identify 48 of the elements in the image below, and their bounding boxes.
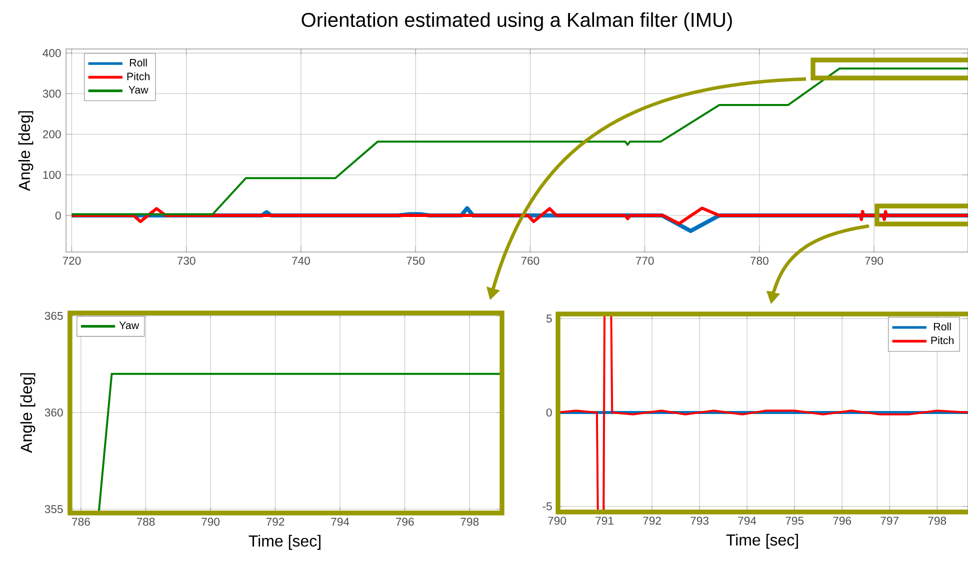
x-tick-label: 797 [880,516,898,525]
y-tick-label: 300 [42,90,61,98]
x-tick-label: 720 [62,256,81,265]
legend-label: Pitch [931,336,954,344]
x-tick-label: 790 [202,518,220,526]
x-tick-label: 740 [292,256,310,265]
x-tick-label: 760 [521,256,540,265]
x-tick-label: 792 [266,518,284,526]
y-tick-label: 0 [55,211,61,220]
legend-label: Pitch [127,72,150,80]
x-axis-title: Time [sec] [248,534,320,550]
x-tick-label: 793 [690,516,709,525]
y-axis-title: Angle [deg] [18,111,34,191]
y-tick-label: 0 [546,408,552,417]
line-series [70,67,968,216]
x-tick-label: 794 [331,518,350,526]
y-tick-label: 5 [546,314,552,323]
y-tick-label: 100 [43,170,61,179]
x-tick-label: 798 [460,518,479,526]
y-tick-label: 360 [44,408,63,417]
chart-title: Orientation estimated using a Kalman filter (IMU) [302,12,732,31]
legend-label: Roll [130,58,147,66]
y-tick-label: -5 [542,502,552,510]
x-tick-label: 795 [786,516,804,525]
x-tick-label: 730 [177,256,196,265]
x-tick-label: 796 [396,518,414,526]
x-tick-label: 796 [833,516,852,525]
legend-label: Yaw [128,86,148,94]
x-tick-label: 770 [636,256,654,265]
x-tick-label: 794 [738,516,756,525]
x-tick-label: 798 [928,516,946,525]
legend-label: Yaw [119,322,140,330]
x-tick-label: 791 [596,516,614,525]
y-axis-title: Angle [deg] [20,373,36,453]
y-tick-label: 400 [42,49,61,58]
x-axis-title: Time [sec] [726,534,798,549]
x-tick-label: 750 [406,256,425,265]
x-tick-label: 792 [643,516,661,525]
x-tick-label: 788 [136,518,155,526]
x-tick-label: 790 [865,256,884,265]
y-tick-label: 355 [44,505,63,514]
y-tick-label: 200 [42,130,61,138]
line-series [70,206,968,226]
x-tick-label: 780 [750,256,768,265]
x-tick-label: 790 [548,516,566,525]
y-tick-label: 365 [44,312,63,320]
x-tick-label: 786 [72,518,90,526]
legend-label: Roll [934,322,951,330]
